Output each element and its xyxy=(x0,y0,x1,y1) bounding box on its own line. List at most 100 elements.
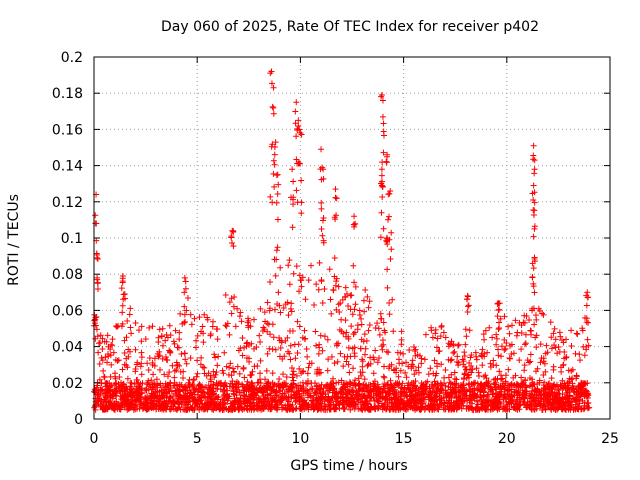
data-point xyxy=(436,390,443,397)
data-point xyxy=(162,337,169,344)
data-point xyxy=(506,330,513,337)
data-point xyxy=(537,341,544,348)
data-point xyxy=(188,321,195,328)
data-point xyxy=(520,390,527,397)
data-point xyxy=(528,331,535,338)
data-point xyxy=(379,346,386,353)
data-point xyxy=(294,349,301,356)
data-point xyxy=(111,406,118,413)
data-point xyxy=(229,383,236,390)
data-point xyxy=(167,348,174,355)
data-point xyxy=(273,405,280,412)
data-point xyxy=(329,375,336,382)
data-point xyxy=(381,363,388,370)
data-point xyxy=(256,332,263,339)
data-point xyxy=(223,363,230,370)
data-point xyxy=(438,386,445,393)
data-point xyxy=(372,347,379,354)
data-point xyxy=(462,326,469,333)
data-point xyxy=(314,368,321,375)
data-point xyxy=(313,281,320,288)
data-point xyxy=(356,312,363,319)
data-point xyxy=(392,396,399,403)
data-point xyxy=(177,388,184,395)
data-point xyxy=(250,406,257,413)
data-point xyxy=(171,374,178,381)
data-point xyxy=(119,401,126,408)
data-point xyxy=(302,296,309,303)
data-point xyxy=(159,325,166,332)
data-point xyxy=(581,352,588,359)
data-point xyxy=(121,337,128,344)
data-point xyxy=(300,389,307,396)
data-point xyxy=(366,405,373,412)
data-point xyxy=(510,382,517,389)
data-point xyxy=(113,324,120,331)
data-point xyxy=(336,405,343,412)
data-point xyxy=(316,259,323,266)
data-point xyxy=(271,388,278,395)
data-point xyxy=(272,272,279,279)
data-point xyxy=(91,386,98,393)
data-point xyxy=(147,383,154,390)
data-point xyxy=(232,398,239,405)
data-point xyxy=(376,355,383,362)
data-point xyxy=(127,324,134,331)
data-point xyxy=(180,374,187,381)
data-point xyxy=(172,327,179,334)
data-point xyxy=(147,397,154,404)
data-point xyxy=(351,329,358,336)
data-point xyxy=(521,362,528,369)
data-point xyxy=(438,322,445,329)
data-point xyxy=(472,392,479,399)
data-point xyxy=(464,372,471,379)
data-point xyxy=(518,322,525,329)
data-point xyxy=(311,380,318,387)
data-point xyxy=(416,352,423,359)
data-point xyxy=(492,375,499,382)
data-point xyxy=(123,384,130,391)
data-point xyxy=(535,397,542,404)
data-point xyxy=(236,402,243,409)
data-point xyxy=(451,380,458,387)
data-point xyxy=(134,359,141,366)
data-point xyxy=(182,356,189,363)
data-point xyxy=(137,363,144,370)
data-point xyxy=(469,381,476,388)
data-point xyxy=(568,367,575,374)
data-point xyxy=(293,263,300,270)
data-point xyxy=(181,274,188,281)
data-point xyxy=(170,393,177,400)
data-point xyxy=(171,368,178,375)
data-point xyxy=(362,287,369,294)
data-point xyxy=(127,404,134,411)
data-point xyxy=(465,302,472,309)
data-point xyxy=(408,392,415,399)
data-point xyxy=(100,406,107,413)
data-point xyxy=(521,341,528,348)
data-point xyxy=(270,170,277,177)
data-point xyxy=(352,220,359,227)
data-point xyxy=(338,389,345,396)
data-point xyxy=(504,388,511,395)
data-point xyxy=(146,324,153,331)
data-point xyxy=(521,367,528,374)
data-point xyxy=(119,320,126,327)
data-point xyxy=(185,399,192,406)
data-point xyxy=(200,339,207,346)
data-point xyxy=(136,390,143,397)
data-point xyxy=(363,382,370,389)
data-point xyxy=(496,388,503,395)
data-point xyxy=(517,382,524,389)
data-point xyxy=(318,226,325,233)
data-point xyxy=(418,404,425,410)
data-point xyxy=(115,381,122,388)
data-point xyxy=(182,278,189,285)
data-point xyxy=(383,159,390,166)
data-point xyxy=(162,400,169,407)
data-point xyxy=(293,133,300,140)
grid-lines xyxy=(94,57,610,419)
data-point xyxy=(223,390,230,397)
data-point xyxy=(510,404,517,411)
data-point xyxy=(486,324,493,331)
